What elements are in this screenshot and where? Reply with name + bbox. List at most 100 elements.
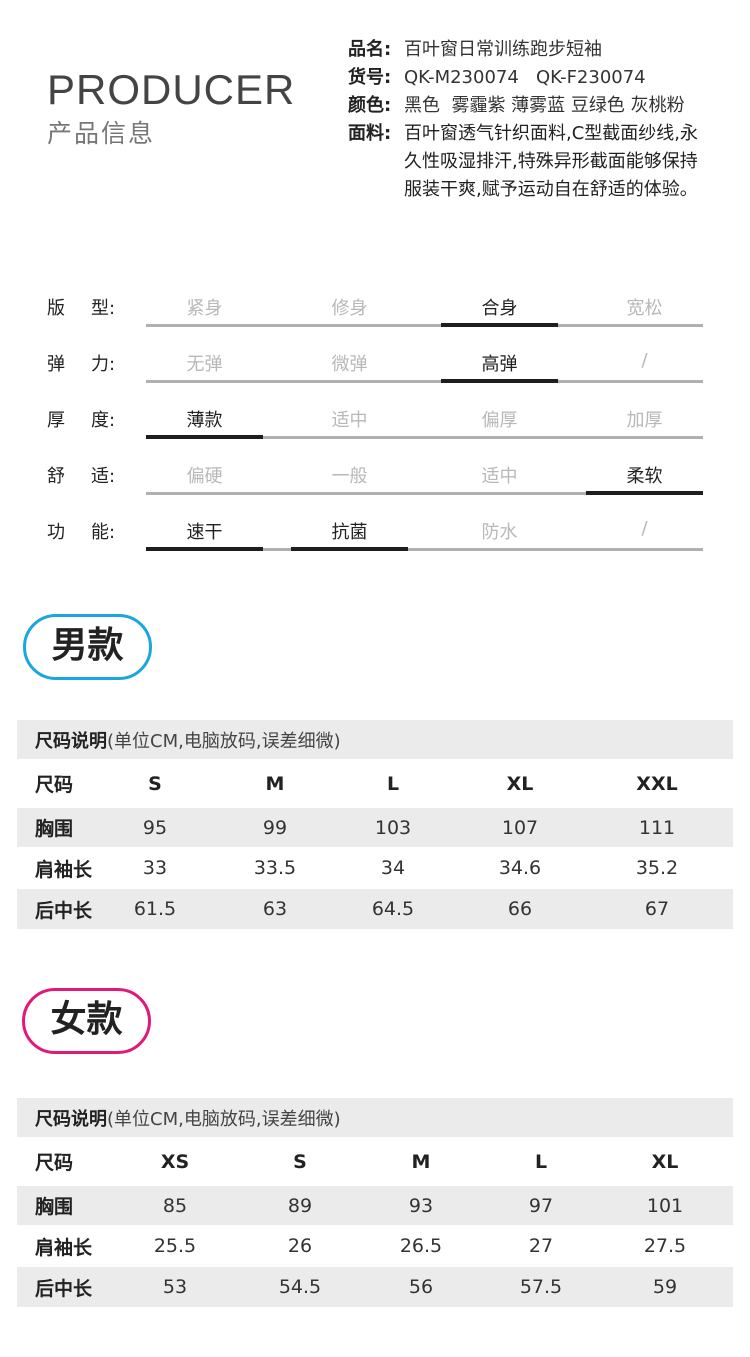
- attribute-label-b: 适:: [91, 466, 116, 487]
- info-name: 品名: 百叶窗日常训练跑步短袖: [348, 36, 602, 64]
- table-row: 后中长 61.5 63 64.5 66 67: [17, 889, 733, 929]
- table-cell: 85: [162, 1194, 188, 1217]
- table-cell: 26: [287, 1235, 313, 1257]
- attribute-label: 厚 度:: [47, 406, 115, 432]
- attribute-label-b: 力:: [91, 354, 116, 375]
- attribute-option: 适中: [331, 410, 368, 431]
- table-cell: 101: [646, 1194, 684, 1217]
- women-size-table: 尺码说明(单位CM,电脑放码,误差细微) 尺码 XS S M L XL 胸围 85 89 93 97 1…: [17, 1098, 733, 1307]
- attribute-option: 抗菌: [331, 522, 368, 543]
- attribute-row: 舒 适: 偏硬 一般 适中 柔软: [0, 452, 750, 508]
- info-label: 品名:: [348, 39, 392, 60]
- attribute-option: 速干: [186, 522, 223, 543]
- table-cell: 103: [374, 816, 412, 839]
- attribute-row: 厚 度: 薄款 适中 偏厚 加厚: [0, 396, 750, 452]
- attribute-option: 无弹: [186, 354, 223, 375]
- table-cell: 25.5: [153, 1235, 197, 1257]
- info-label: 颜色:: [348, 95, 392, 116]
- attribute-option: 加厚: [626, 410, 663, 431]
- table-cell: S: [293, 1150, 307, 1173]
- attribute-label: 舒 适:: [47, 462, 115, 488]
- table-row: 胸围 85 89 93 97 101: [17, 1186, 733, 1225]
- men-badge: 男款: [23, 614, 152, 680]
- info-label: 面料:: [348, 123, 392, 144]
- attribute-option: 合身: [481, 298, 518, 319]
- table-cell: XL: [506, 772, 534, 795]
- table-cell: 99: [262, 816, 288, 839]
- table-caption-row: 尺码说明(单位CM,电脑放码,误差细微): [17, 1098, 733, 1137]
- info-value: 黑色 雾霾紫 薄雾蓝 豆绿色 灰桃粉: [404, 95, 685, 116]
- attribute-label-a: 舒: [47, 466, 65, 487]
- attribute-selected-bar: [146, 547, 263, 551]
- caption-text: (单位CM,电脑放码,误差细微): [107, 730, 341, 752]
- attribute-option: 修身: [331, 298, 368, 319]
- table-caption-row: 尺码说明(单位CM,电脑放码,误差细微): [17, 720, 733, 759]
- attribute-option: 偏硬: [186, 466, 223, 487]
- table-cell: 61.5: [133, 898, 177, 920]
- table-cell: 27: [528, 1235, 554, 1257]
- attribute-label-b: 能:: [91, 522, 116, 543]
- row-label: 尺码: [35, 774, 74, 796]
- table-cell: 97: [528, 1194, 554, 1217]
- table-cell: 53: [162, 1276, 188, 1298]
- attribute-label-b: 型:: [91, 298, 116, 319]
- table-cell: 93: [408, 1194, 434, 1217]
- table-cell: 111: [638, 816, 676, 839]
- row-label: 后中长: [35, 1277, 93, 1300]
- info-label: 货号:: [348, 67, 392, 88]
- table-cell: XS: [160, 1150, 190, 1173]
- attribute-option: 适中: [481, 466, 518, 487]
- table-cell: M: [265, 772, 285, 795]
- table-cell: 63: [262, 898, 288, 920]
- table-cell: M: [411, 1150, 431, 1173]
- attribute-track: [146, 492, 703, 495]
- table-row: 后中长 53 54.5 56 57.5 59: [17, 1267, 733, 1307]
- attribute-option: 偏厚: [481, 410, 518, 431]
- table-cell: XL: [651, 1150, 679, 1173]
- attribute-label-a: 功: [47, 522, 65, 543]
- attribute-label: 功 能:: [47, 518, 115, 544]
- attribute-selected-bar: [291, 547, 408, 551]
- info-sku: 货号: QK-M230074 QK-F230074: [348, 64, 646, 92]
- attribute-selected-bar: [146, 435, 263, 439]
- attribute-row: 功 能: 速干 抗菌 防水 /: [0, 508, 750, 564]
- attribute-option: 一般: [331, 466, 368, 487]
- table-cell: 89: [287, 1194, 313, 1217]
- attribute-option: /: [641, 518, 648, 539]
- info-fabric-value: 百叶窗透气针织面料,C型截面纱线,永久性吸湿排汗,特殊异形截面能够保持服装干爽,…: [404, 123, 699, 200]
- table-row: 尺码 XS S M L XL: [17, 1137, 733, 1186]
- info-fabric-label: 面料:: [348, 120, 404, 148]
- caption-text: (单位CM,电脑放码,误差细微): [107, 1108, 341, 1130]
- table-cell: 107: [501, 816, 539, 839]
- table-row: 肩袖长 33 33.5 34 34.6 35.2: [17, 847, 733, 889]
- attribute-option: 宽松: [626, 298, 663, 319]
- table-cell: 56: [408, 1276, 434, 1298]
- table-cell: 33.5: [253, 857, 297, 879]
- attribute-row: 弹 力: 无弹 微弹 高弹 /: [0, 340, 750, 396]
- row-label: 后中长: [35, 899, 93, 922]
- attribute-track: [146, 380, 703, 383]
- table-caption: 尺码说明(单位CM,电脑放码,误差细微): [35, 727, 341, 753]
- table-row: 尺码 S M L XL XXL: [17, 759, 733, 808]
- info-colors: 颜色: 黑色 雾霾紫 薄雾蓝 豆绿色 灰桃粉: [348, 92, 685, 120]
- attribute-option: 高弹: [481, 354, 518, 375]
- table-cell: 34.6: [498, 857, 542, 879]
- attribute-label: 弹 力:: [47, 350, 115, 376]
- table-cell: 35.2: [635, 857, 679, 879]
- info-value: QK-M230074 QK-F230074: [404, 67, 646, 88]
- caption-bold: 尺码说明: [35, 1108, 107, 1130]
- men-size-table: 尺码说明(单位CM,电脑放码,误差细微) 尺码 S M L XL XXL 胸围 95 99 103 1…: [17, 720, 733, 929]
- attribute-track: [146, 548, 703, 551]
- table-cell: 57.5: [519, 1276, 563, 1298]
- table-caption: 尺码说明(单位CM,电脑放码,误差细微): [35, 1105, 341, 1131]
- table-cell: 33: [142, 857, 168, 879]
- attribute-label-a: 弹: [47, 354, 65, 375]
- producer-subtitle: 产品信息: [47, 119, 156, 148]
- attribute-option: 紧身: [186, 298, 223, 319]
- attribute-selected-bar: [586, 491, 703, 495]
- attribute-label-a: 版: [47, 298, 65, 319]
- table-cell: XXL: [636, 772, 678, 795]
- attribute-option: 薄款: [186, 410, 223, 431]
- attribute-row: 版 型: 紧身 修身 合身 宽松: [0, 284, 750, 340]
- table-row: 胸围 95 99 103 107 111: [17, 808, 733, 847]
